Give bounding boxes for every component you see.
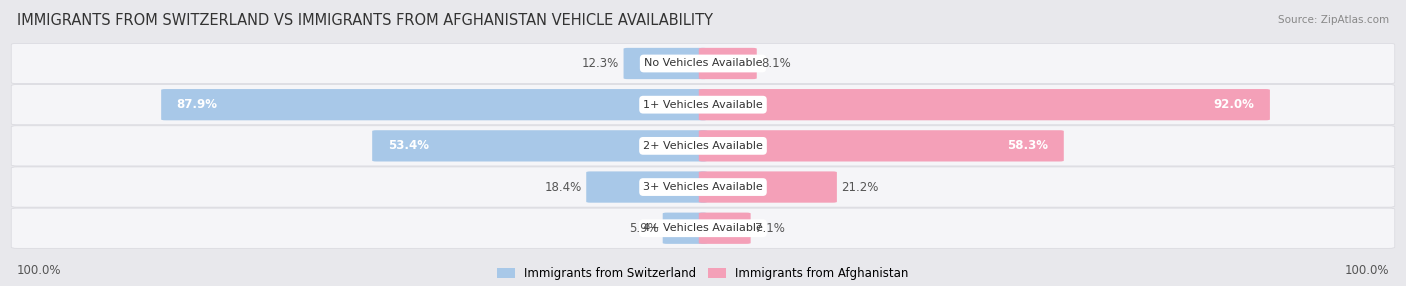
Text: 53.4%: 53.4% [388, 139, 429, 152]
Text: 8.1%: 8.1% [761, 57, 790, 70]
FancyBboxPatch shape [699, 212, 751, 244]
Text: 18.4%: 18.4% [544, 180, 582, 194]
FancyBboxPatch shape [11, 208, 1395, 248]
FancyBboxPatch shape [11, 85, 1395, 125]
FancyBboxPatch shape [162, 89, 707, 120]
Text: 1+ Vehicles Available: 1+ Vehicles Available [643, 100, 763, 110]
Text: IMMIGRANTS FROM SWITZERLAND VS IMMIGRANTS FROM AFGHANISTAN VEHICLE AVAILABILITY: IMMIGRANTS FROM SWITZERLAND VS IMMIGRANT… [17, 13, 713, 27]
Text: 4+ Vehicles Available: 4+ Vehicles Available [643, 223, 763, 233]
FancyBboxPatch shape [11, 126, 1395, 166]
FancyBboxPatch shape [699, 130, 1064, 162]
FancyBboxPatch shape [699, 171, 837, 203]
FancyBboxPatch shape [662, 212, 707, 244]
Legend: Immigrants from Switzerland, Immigrants from Afghanistan: Immigrants from Switzerland, Immigrants … [498, 267, 908, 280]
FancyBboxPatch shape [373, 130, 707, 162]
Text: 12.3%: 12.3% [582, 57, 619, 70]
Text: 2+ Vehicles Available: 2+ Vehicles Available [643, 141, 763, 151]
FancyBboxPatch shape [586, 171, 707, 203]
Text: 58.3%: 58.3% [1007, 139, 1049, 152]
FancyBboxPatch shape [623, 48, 707, 79]
Text: 5.9%: 5.9% [628, 222, 658, 235]
FancyBboxPatch shape [11, 167, 1395, 207]
Text: 100.0%: 100.0% [1344, 264, 1389, 277]
Text: 92.0%: 92.0% [1213, 98, 1254, 111]
FancyBboxPatch shape [11, 43, 1395, 84]
Text: 7.1%: 7.1% [755, 222, 785, 235]
Text: Source: ZipAtlas.com: Source: ZipAtlas.com [1278, 15, 1389, 25]
Text: No Vehicles Available: No Vehicles Available [644, 59, 762, 68]
Text: 87.9%: 87.9% [177, 98, 218, 111]
FancyBboxPatch shape [699, 48, 756, 79]
FancyBboxPatch shape [699, 89, 1270, 120]
Text: 3+ Vehicles Available: 3+ Vehicles Available [643, 182, 763, 192]
Text: 100.0%: 100.0% [17, 264, 62, 277]
Text: 21.2%: 21.2% [841, 180, 879, 194]
